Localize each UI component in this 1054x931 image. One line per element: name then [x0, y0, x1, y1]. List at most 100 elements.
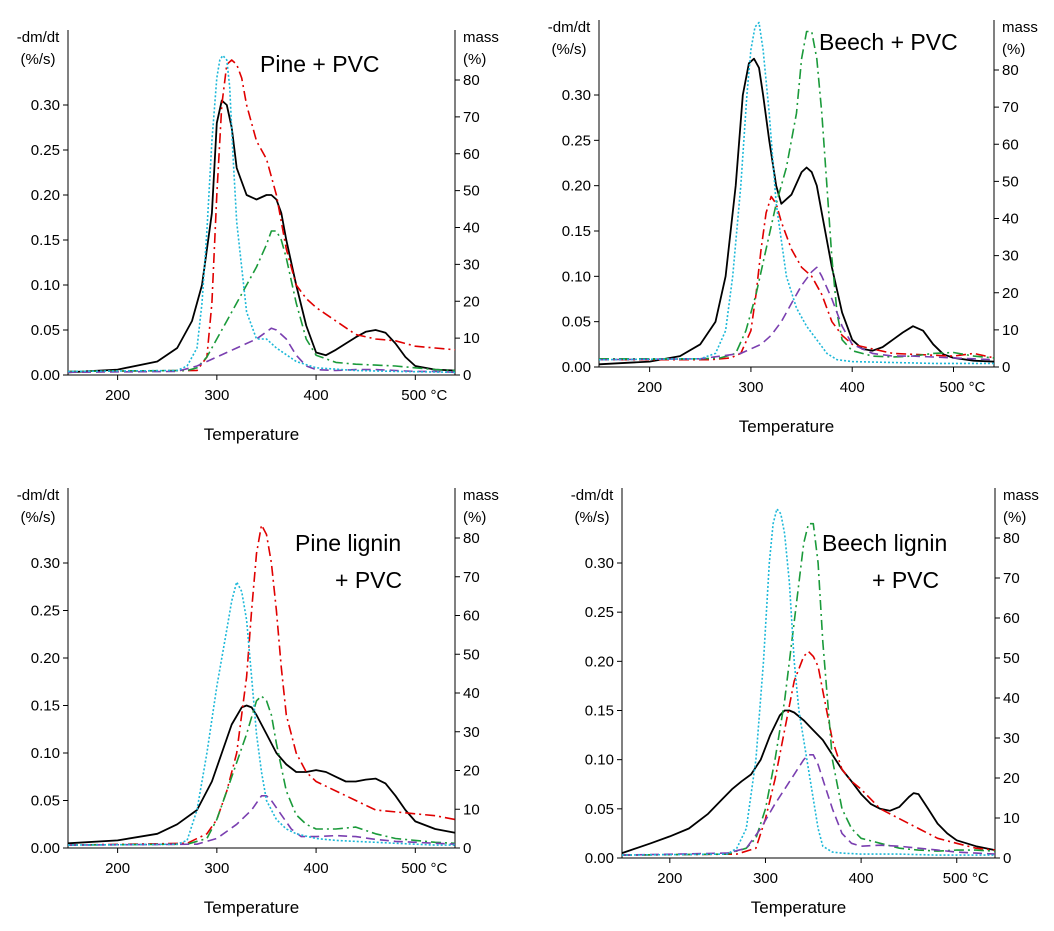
series-line-green: [67, 230, 456, 373]
y-right-label: mass: [463, 29, 499, 46]
y-left-tick-label: 0.15: [585, 703, 614, 720]
y-left-tick-label: 0.25: [562, 132, 591, 149]
axes: 0.00 0.05 0.10 0.15 0.20 0.25 0.30 0 10 20 30 40 50 6…: [585, 488, 1020, 887]
series-line-black: [598, 57, 995, 366]
x-tick-label: 400: [304, 860, 329, 877]
x-axis-label: Temperature: [204, 898, 299, 917]
y-right-tick-label: 20: [463, 763, 480, 780]
y-left-tick-label: 0.15: [562, 223, 591, 240]
y-right-tick-label: 30: [1003, 730, 1020, 747]
x-tick-label: 300: [204, 860, 229, 877]
x-tick-label: 200: [637, 379, 662, 396]
y-left-tick-label: 0.25: [31, 142, 60, 159]
x-tick-label: 500 °C: [401, 860, 447, 877]
y-left-tick-label: 0.05: [31, 322, 60, 339]
x-tick-label: 500 °C: [401, 387, 447, 404]
y-left-tick-label: 0.30: [562, 87, 591, 104]
series-line-red: [599, 195, 995, 361]
y-left-tick-label: 0.20: [585, 653, 614, 670]
chart-svg-4: 0.00 0.05 0.10 0.15 0.20 0.25 0.30 0 10 20 30 40 50 6…: [571, 487, 1039, 917]
y-right-tick-label: 30: [1002, 248, 1019, 265]
y-left-tick-label: 0.30: [31, 555, 60, 572]
series-line-purple: [67, 795, 456, 846]
series-line-purple: [621, 754, 996, 856]
y-right-tick-label: 50: [1002, 173, 1019, 190]
y-left-tick-label: 0.05: [562, 314, 591, 331]
y-left-tick-label: 0.00: [31, 840, 60, 857]
series-line-purple: [67, 327, 456, 374]
y-right-tick-label: 10: [1003, 810, 1020, 827]
y-right-tick-label: 60: [463, 146, 480, 163]
y-left-tick-label: 0.00: [562, 359, 591, 376]
y-left-tick-label: 0.20: [31, 650, 60, 667]
series-line-cyan: [598, 21, 994, 365]
chart-title: Beech lignin: [822, 530, 947, 556]
x-tick-label: 200: [657, 870, 682, 887]
y-right-tick-label: 0: [463, 367, 471, 384]
axes: 0.00 0.05 0.10 0.15 0.20 0.25 0.30 0 10 20 30 40 50 6…: [31, 30, 480, 404]
y-right-label: (%): [463, 509, 486, 526]
y-left-tick-label: 0.05: [31, 793, 60, 810]
y-right-label: mass: [463, 487, 499, 504]
y-left-tick-label: 0.05: [585, 801, 614, 818]
y-right-tick-label: 20: [1002, 285, 1019, 302]
y-right-tick-label: 0: [463, 840, 471, 857]
series-line-cyan: [67, 581, 455, 846]
chart-title-line2: + PVC: [872, 567, 939, 593]
y-right-tick-label: 50: [463, 183, 480, 200]
y-right-tick-label: 80: [463, 530, 480, 547]
y-right-tick-label: 40: [1003, 690, 1020, 707]
y-right-tick-label: 60: [1002, 136, 1019, 153]
series-line-green: [67, 695, 456, 846]
y-left-tick-label: 0.25: [585, 604, 614, 621]
y-left-tick-label: 0.30: [31, 97, 60, 114]
y-right-label: (%): [463, 51, 486, 68]
y-right-tick-label: 80: [1003, 530, 1020, 547]
y-right-tick-label: 70: [1003, 570, 1020, 587]
series-line-green: [621, 522, 996, 856]
y-left-tick-label: 0.30: [585, 555, 614, 572]
y-right-tick-label: 50: [463, 646, 480, 663]
y-right-tick-label: 10: [463, 330, 480, 347]
y-left-tick-label: 0.20: [562, 178, 591, 195]
y-left-label: (%/s): [552, 41, 587, 58]
chart-title-line2: + PVC: [335, 567, 402, 593]
y-left-tick-label: 0.25: [31, 603, 60, 620]
series-line-cyan: [621, 508, 995, 856]
y-right-tick-label: 0: [1002, 359, 1010, 376]
y-right-tick-label: 0: [1003, 850, 1011, 867]
y-right-tick-label: 60: [463, 608, 480, 625]
y-right-tick-label: 40: [463, 220, 480, 237]
y-right-tick-label: 80: [1002, 62, 1019, 79]
y-right-tick-label: 70: [463, 109, 480, 126]
chart-title: Pine + PVC: [260, 51, 380, 77]
x-tick-label: 300: [753, 870, 778, 887]
series-line-red: [621, 650, 996, 856]
x-tick-label: 500 °C: [939, 379, 985, 396]
y-left-tick-label: 0.00: [31, 367, 60, 384]
y-right-tick-label: 40: [1002, 211, 1019, 228]
x-tick-label: 300: [738, 379, 763, 396]
axes: 0.00 0.05 0.10 0.15 0.20 0.25 0.30 0 10 20 30 40 50 6…: [31, 488, 480, 877]
x-tick-label: 200: [105, 387, 130, 404]
x-axis-label: Temperature: [739, 417, 834, 436]
y-right-label: (%): [1002, 41, 1025, 58]
y-right-tick-label: 50: [1003, 650, 1020, 667]
x-axis-label: Temperature: [204, 425, 299, 444]
x-tick-label: 400: [840, 379, 865, 396]
y-left-label: (%/s): [21, 509, 56, 526]
axes: 0.00 0.05 0.10 0.15 0.20 0.25 0.30 0 10 20 30 40 50 6…: [562, 20, 1019, 396]
y-left-label: -dm/dt: [17, 29, 60, 46]
y-left-tick-label: 0.10: [562, 268, 591, 285]
y-right-label: mass: [1003, 487, 1039, 504]
y-right-tick-label: 30: [463, 724, 480, 741]
series-line-black: [67, 704, 456, 845]
x-tick-label: 300: [204, 387, 229, 404]
chart-panel-2: 0.00 0.05 0.10 0.15 0.20 0.25 0.30 0 10 20 30 40 50 6…: [527, 0, 1054, 463]
x-tick-label: 200: [105, 860, 130, 877]
series-line-black: [67, 99, 456, 374]
chart-svg-3: 0.00 0.05 0.10 0.15 0.20 0.25 0.30 0 10 20 30 40 50 6…: [17, 487, 499, 917]
x-tick-label: 400: [849, 870, 874, 887]
chart-title: Beech + PVC: [819, 29, 958, 55]
y-left-label: (%/s): [21, 51, 56, 68]
